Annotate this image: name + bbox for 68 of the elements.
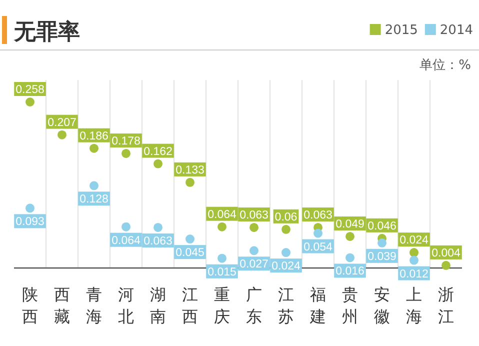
data-label: 0.039 [368,250,396,263]
x-tick-label: 江西 [182,285,198,326]
data-label: 0.178 [112,135,140,148]
point [186,234,194,244]
x-tick-label: 河北 [118,285,134,326]
point [346,253,354,262]
point [154,159,162,168]
point [154,222,162,232]
point [218,254,226,263]
point [282,248,290,258]
point [122,222,130,232]
data-label: 0.015 [208,266,236,278]
data-label: 0.064 [112,234,141,247]
x-tick-label: 西藏 [54,285,70,326]
data-label: 0.024 [400,234,429,247]
x-tick-label: 陕西 [22,285,38,326]
x-tick-label: 湖南 [150,285,166,326]
point [218,222,226,232]
data-label: 0.054 [304,241,333,254]
x-tick-label: 贵州 [342,285,358,326]
data-label: 0.06 [274,211,298,224]
legend-label: 2014 [440,23,473,38]
data-label: 0.016 [336,266,364,278]
point [346,232,354,241]
x-tick-label: 浙江 [438,285,454,326]
point [250,246,258,256]
point [378,238,386,248]
x-tick-label: 安徽 [374,285,390,326]
point [442,260,450,270]
data-label: 0.063 [304,209,332,222]
point [58,130,66,140]
data-label: 0.012 [400,268,428,280]
data-label: 0.258 [16,84,44,96]
x-tick-label: 广东 [246,285,262,326]
data-label: 0.046 [368,220,396,232]
point [410,248,418,258]
point [282,224,290,234]
x-tick-label: 上海 [406,285,422,326]
x-tick-label: 江苏 [278,285,294,326]
x-tick-label: 福建 [309,285,326,326]
point [186,178,194,187]
data-label: 0.133 [176,164,204,176]
data-label: 0.064 [208,208,237,221]
data-label: 0.063 [144,235,172,248]
chart-title: 无罪率 [13,19,80,45]
data-label: 0.004 [432,247,461,260]
point [90,144,98,153]
data-label: 0.049 [336,218,364,230]
data-label: 0.186 [80,130,108,142]
point [26,204,34,213]
point [122,148,130,158]
x-tick-label: 重庆 [214,285,230,326]
data-label: 0.045 [176,247,204,260]
data-label: 0.063 [240,209,268,222]
data-label: 0.207 [48,116,76,129]
point [26,98,34,106]
legend-label: 2015 [384,23,418,38]
point [250,222,258,232]
data-label: 0.024 [272,260,301,273]
data-label: 0.162 [144,146,172,158]
x-tick-label: 青海 [86,285,102,326]
data-label: 0.093 [16,216,44,228]
data-label: 0.027 [240,258,268,271]
point [90,181,98,190]
text: 单位：% [420,58,471,73]
data-label: 0.128 [80,194,108,206]
point [410,256,418,265]
point [314,228,322,238]
